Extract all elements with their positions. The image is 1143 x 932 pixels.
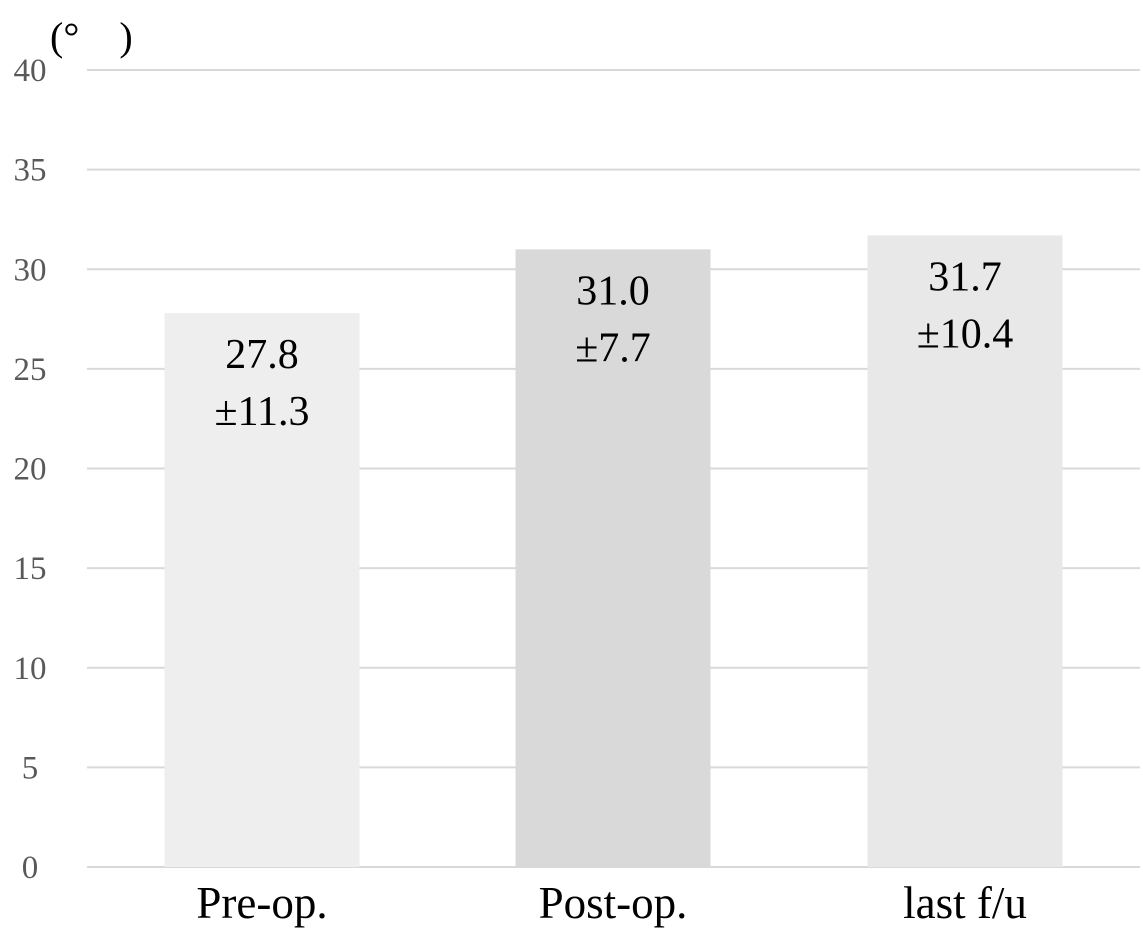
y-tick-label: 0 [22,850,39,886]
y-tick-label: 30 [14,252,47,288]
bar-sd-label: ±11.3 [215,389,310,435]
x-category-label: Post-op. [539,878,688,928]
y-tick-label: 10 [14,651,47,687]
x-category-label: Pre-op. [196,878,327,928]
y-tick-label: 25 [14,352,47,388]
bar-last-f-u [867,235,1063,867]
x-category-label: last f/u [903,878,1027,928]
y-tick-label: 15 [14,551,47,587]
bar-value-labels: 27.8 ±11.3 31.0 ±7.7 31.7 ±10.4 [215,254,1014,435]
bar-value-label: 27.8 [225,332,299,378]
bars [164,235,1063,868]
bar-sd-label: ±10.4 [917,311,1014,357]
bar-value-label: 31.7 [928,254,1002,300]
y-axis-ticks: 0 5 10 15 20 25 30 35 40 [14,53,47,886]
y-axis-unit-label: (° ) [50,14,133,59]
bar-post-op [515,249,711,867]
bar-value-label: 31.0 [576,268,650,314]
y-tick-label: 40 [14,53,47,89]
bar-pre-op [164,313,360,868]
y-tick-label: 35 [14,153,47,189]
bar-sd-label: ±7.7 [575,325,651,371]
y-tick-label: 20 [14,452,47,488]
x-axis-categories: Pre-op. Post-op. last f/u [196,878,1026,928]
y-tick-label: 5 [22,750,39,786]
